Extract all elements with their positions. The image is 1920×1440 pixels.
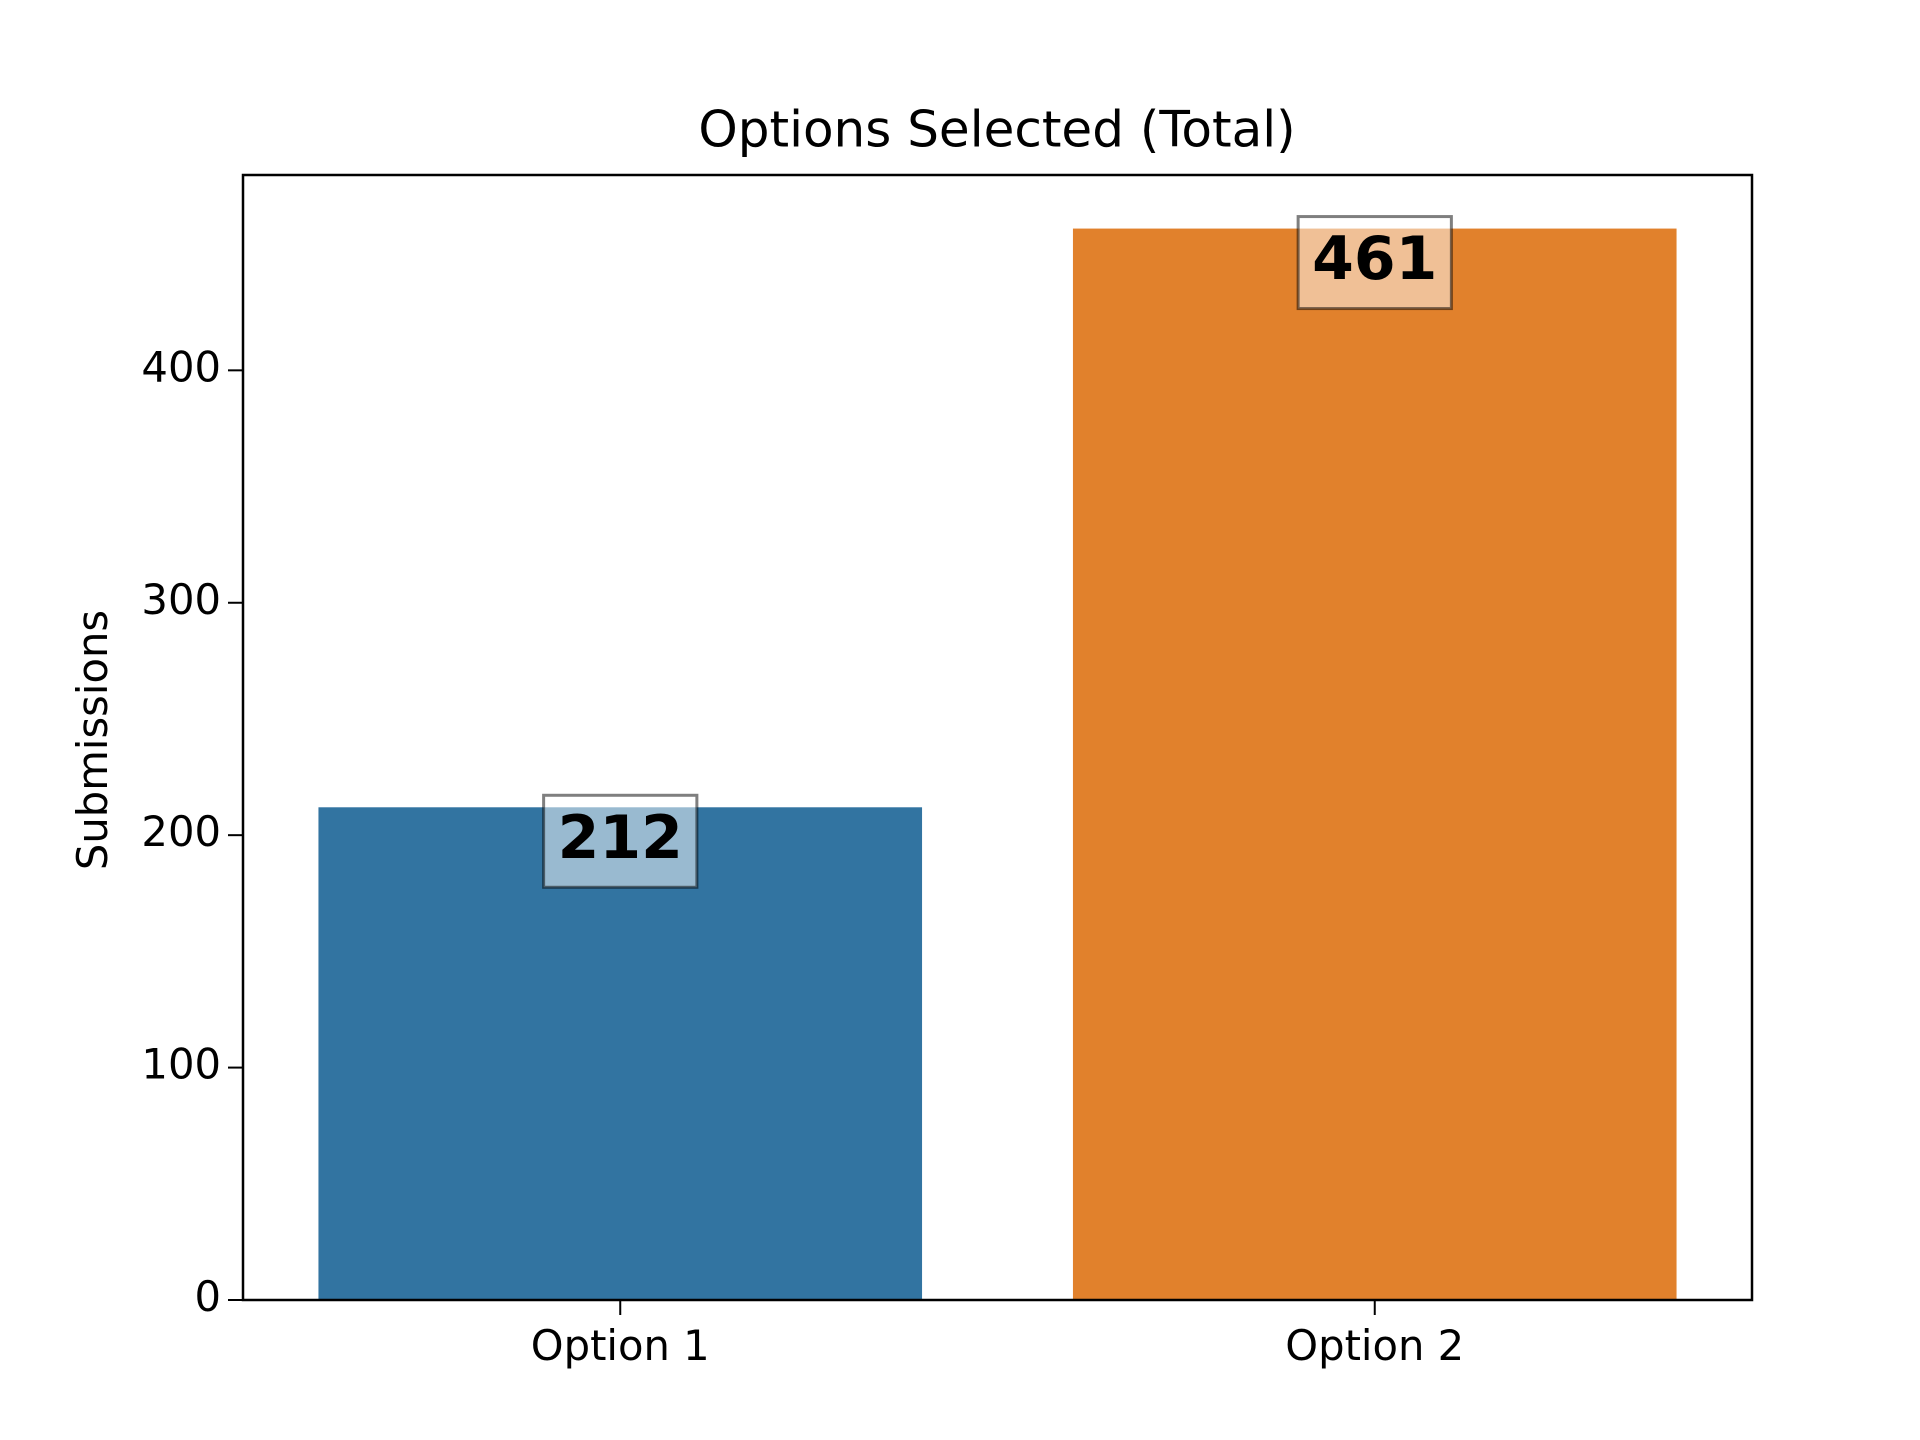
axes-frame [241,173,1754,1302]
y-tick-label: 0 [194,1272,221,1321]
y-tick-label: 400 [141,342,221,391]
bar [318,807,923,1300]
value-label: 461 [1312,224,1437,294]
y-tick-label: 300 [141,575,221,624]
value-label-box [1296,215,1453,311]
x-tick-label: Option 1 [531,1321,710,1370]
chart-title: Options Selected (Total) [698,101,1295,159]
y-tick-label: 100 [141,1040,221,1089]
y-tick-label: 200 [141,807,221,856]
value-label-box [542,793,699,889]
value-label: 212 [558,803,683,873]
y-axis-label: Submissions [68,610,117,870]
value-label-group: 461 [1296,215,1453,311]
x-tick-label: Option 2 [1285,1321,1464,1370]
value-label-group: 212 [542,793,699,889]
bar [1072,228,1677,1301]
